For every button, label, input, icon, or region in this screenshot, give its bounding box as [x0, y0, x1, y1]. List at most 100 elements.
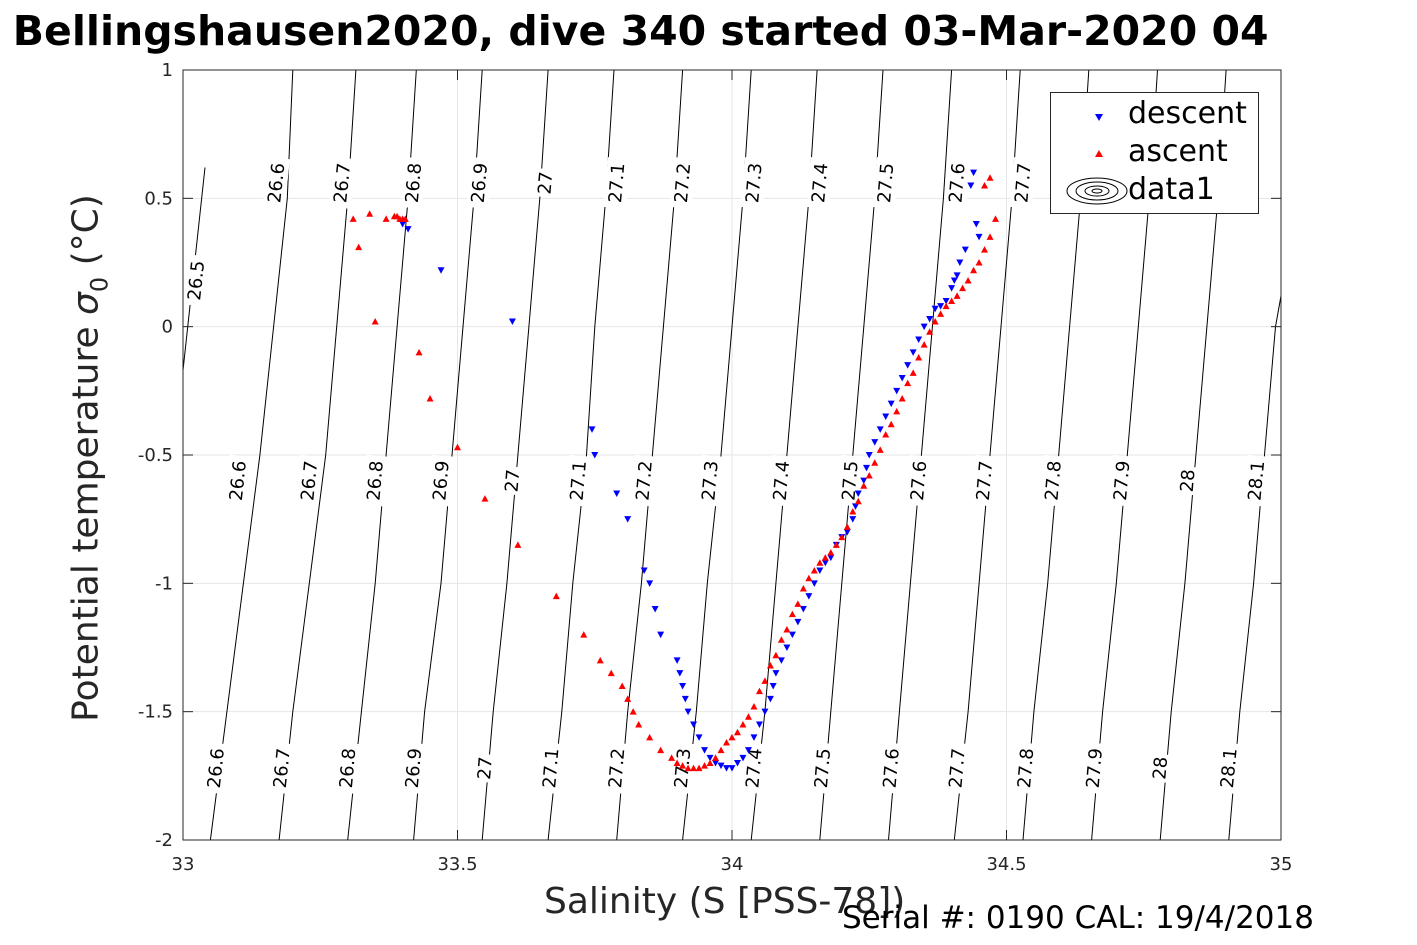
ascent-point [761, 677, 769, 684]
descent-point [769, 683, 777, 690]
contour-label: 26.8 [363, 460, 387, 502]
contour-line-27 [481, 69, 549, 841]
ascent-point [849, 507, 857, 515]
descent-point [860, 477, 868, 485]
contour-label-bg [1012, 742, 1039, 794]
descent-point [849, 516, 857, 523]
ascent-point [953, 292, 961, 299]
contour-label-bg [500, 465, 525, 496]
y-axis-label-main: Potential temperature [65, 314, 107, 722]
ascent-point [646, 733, 654, 741]
contour-label: 27 [501, 468, 524, 493]
descent-point [909, 349, 917, 356]
ascent-point [629, 708, 637, 715]
contour-label-bg [1242, 454, 1270, 507]
ascent-point [750, 703, 758, 710]
contour-label: 26.7 [270, 747, 295, 789]
y-axis-label-subscript: 0 [85, 276, 114, 293]
contour-label: 27.4 [742, 747, 766, 789]
ascent-point [607, 669, 615, 677]
contour-label-bg [878, 742, 905, 794]
contour-label-bg [905, 454, 932, 507]
ascent-point [871, 459, 879, 466]
contour-line-28.1 [1228, 295, 1282, 841]
ascent-point [931, 318, 939, 325]
x-tick-label: 34 [721, 854, 744, 875]
contour-label-bg [361, 454, 389, 507]
contour-label-bg [809, 742, 836, 794]
descent-point [937, 303, 945, 310]
y-tick-label: -1.5 [138, 702, 173, 723]
contour-label-bg [472, 753, 498, 784]
ascent-point [970, 266, 978, 274]
descent-point [676, 670, 684, 677]
ascent-point [366, 210, 374, 217]
descent-point [794, 618, 802, 626]
contour-label-bg [1175, 465, 1200, 496]
descent-point [865, 452, 873, 459]
ascent-point [964, 276, 972, 284]
descent-point [624, 516, 632, 523]
contour-label-bg [1081, 742, 1108, 794]
descent-point [920, 323, 928, 331]
contour-label: 27.6 [945, 162, 969, 204]
ascent-point [426, 395, 434, 402]
ascent-point [948, 297, 956, 304]
ascent-point [695, 764, 703, 772]
ascent-point [816, 559, 824, 566]
ascent-point [909, 369, 917, 376]
ascent-point [832, 541, 840, 548]
contour-label: 26.8 [336, 747, 360, 789]
contour-label: 27.6 [880, 747, 904, 789]
ascent-point [942, 302, 950, 310]
contour-label: 27.1 [567, 460, 591, 502]
y-tick-label: 1 [162, 60, 173, 81]
ascent-point [854, 497, 862, 505]
contour-label-bg [806, 157, 833, 209]
contour-label-bg [533, 168, 558, 198]
descent-point [679, 683, 687, 690]
ascent-point [744, 713, 752, 720]
descent-point [404, 226, 412, 233]
contour-label: 27.3 [742, 162, 766, 204]
descent-point [863, 464, 871, 472]
contour-label: 27.7 [1011, 162, 1035, 204]
contour-label: 26.7 [297, 460, 322, 502]
y-axis-label-symbol: σ [65, 292, 107, 315]
ascent-point [799, 584, 807, 592]
descent-point [591, 452, 599, 459]
descent-point [810, 580, 818, 587]
ascent-point [690, 764, 698, 772]
descent-point [942, 298, 950, 305]
descent-point [681, 695, 689, 703]
descent-point [852, 503, 860, 510]
contour-label: 26.7 [330, 162, 355, 204]
descent-point [950, 277, 958, 284]
descent-point [956, 259, 964, 266]
contour-label: 27.8 [1014, 747, 1038, 789]
descent-point [821, 559, 829, 567]
contour-label-bg [182, 254, 210, 307]
contour-label: 28.1 [1244, 460, 1269, 502]
ascent-point [876, 446, 884, 453]
contour-label: 27.2 [632, 460, 656, 502]
ascent-point [904, 379, 912, 387]
contour-label-bg [1148, 753, 1173, 784]
descent-point [646, 580, 654, 587]
contour-icon [1066, 177, 1128, 205]
descent-point [772, 670, 780, 677]
ascent-point [920, 341, 928, 348]
descent-point [854, 490, 862, 497]
legend-label-ascent: ascent [1128, 134, 1228, 169]
contour-label: 28 [1149, 756, 1172, 781]
descent-point [898, 375, 906, 382]
ascent-point [827, 549, 835, 556]
ascent-point [580, 631, 588, 638]
contour-line-26.6 [209, 69, 294, 841]
ascent-point [514, 541, 522, 548]
ascent-point [706, 759, 714, 766]
ascent-point [673, 759, 681, 766]
ascent-point [355, 243, 363, 251]
descent-series [399, 169, 983, 772]
ascent-point [733, 728, 741, 736]
